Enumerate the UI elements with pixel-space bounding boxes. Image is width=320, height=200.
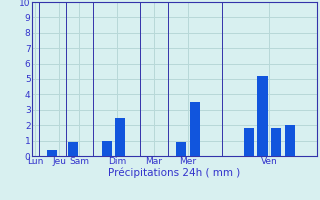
Bar bbox=[176, 142, 186, 156]
Bar bbox=[47, 150, 57, 156]
Bar bbox=[68, 142, 78, 156]
Bar bbox=[284, 125, 295, 156]
Bar bbox=[115, 117, 125, 156]
Bar bbox=[101, 141, 112, 156]
Bar bbox=[271, 128, 281, 156]
Bar bbox=[258, 76, 268, 156]
X-axis label: Précipitations 24h ( mm ): Précipitations 24h ( mm ) bbox=[108, 168, 241, 178]
Bar bbox=[190, 102, 200, 156]
Bar bbox=[244, 128, 254, 156]
